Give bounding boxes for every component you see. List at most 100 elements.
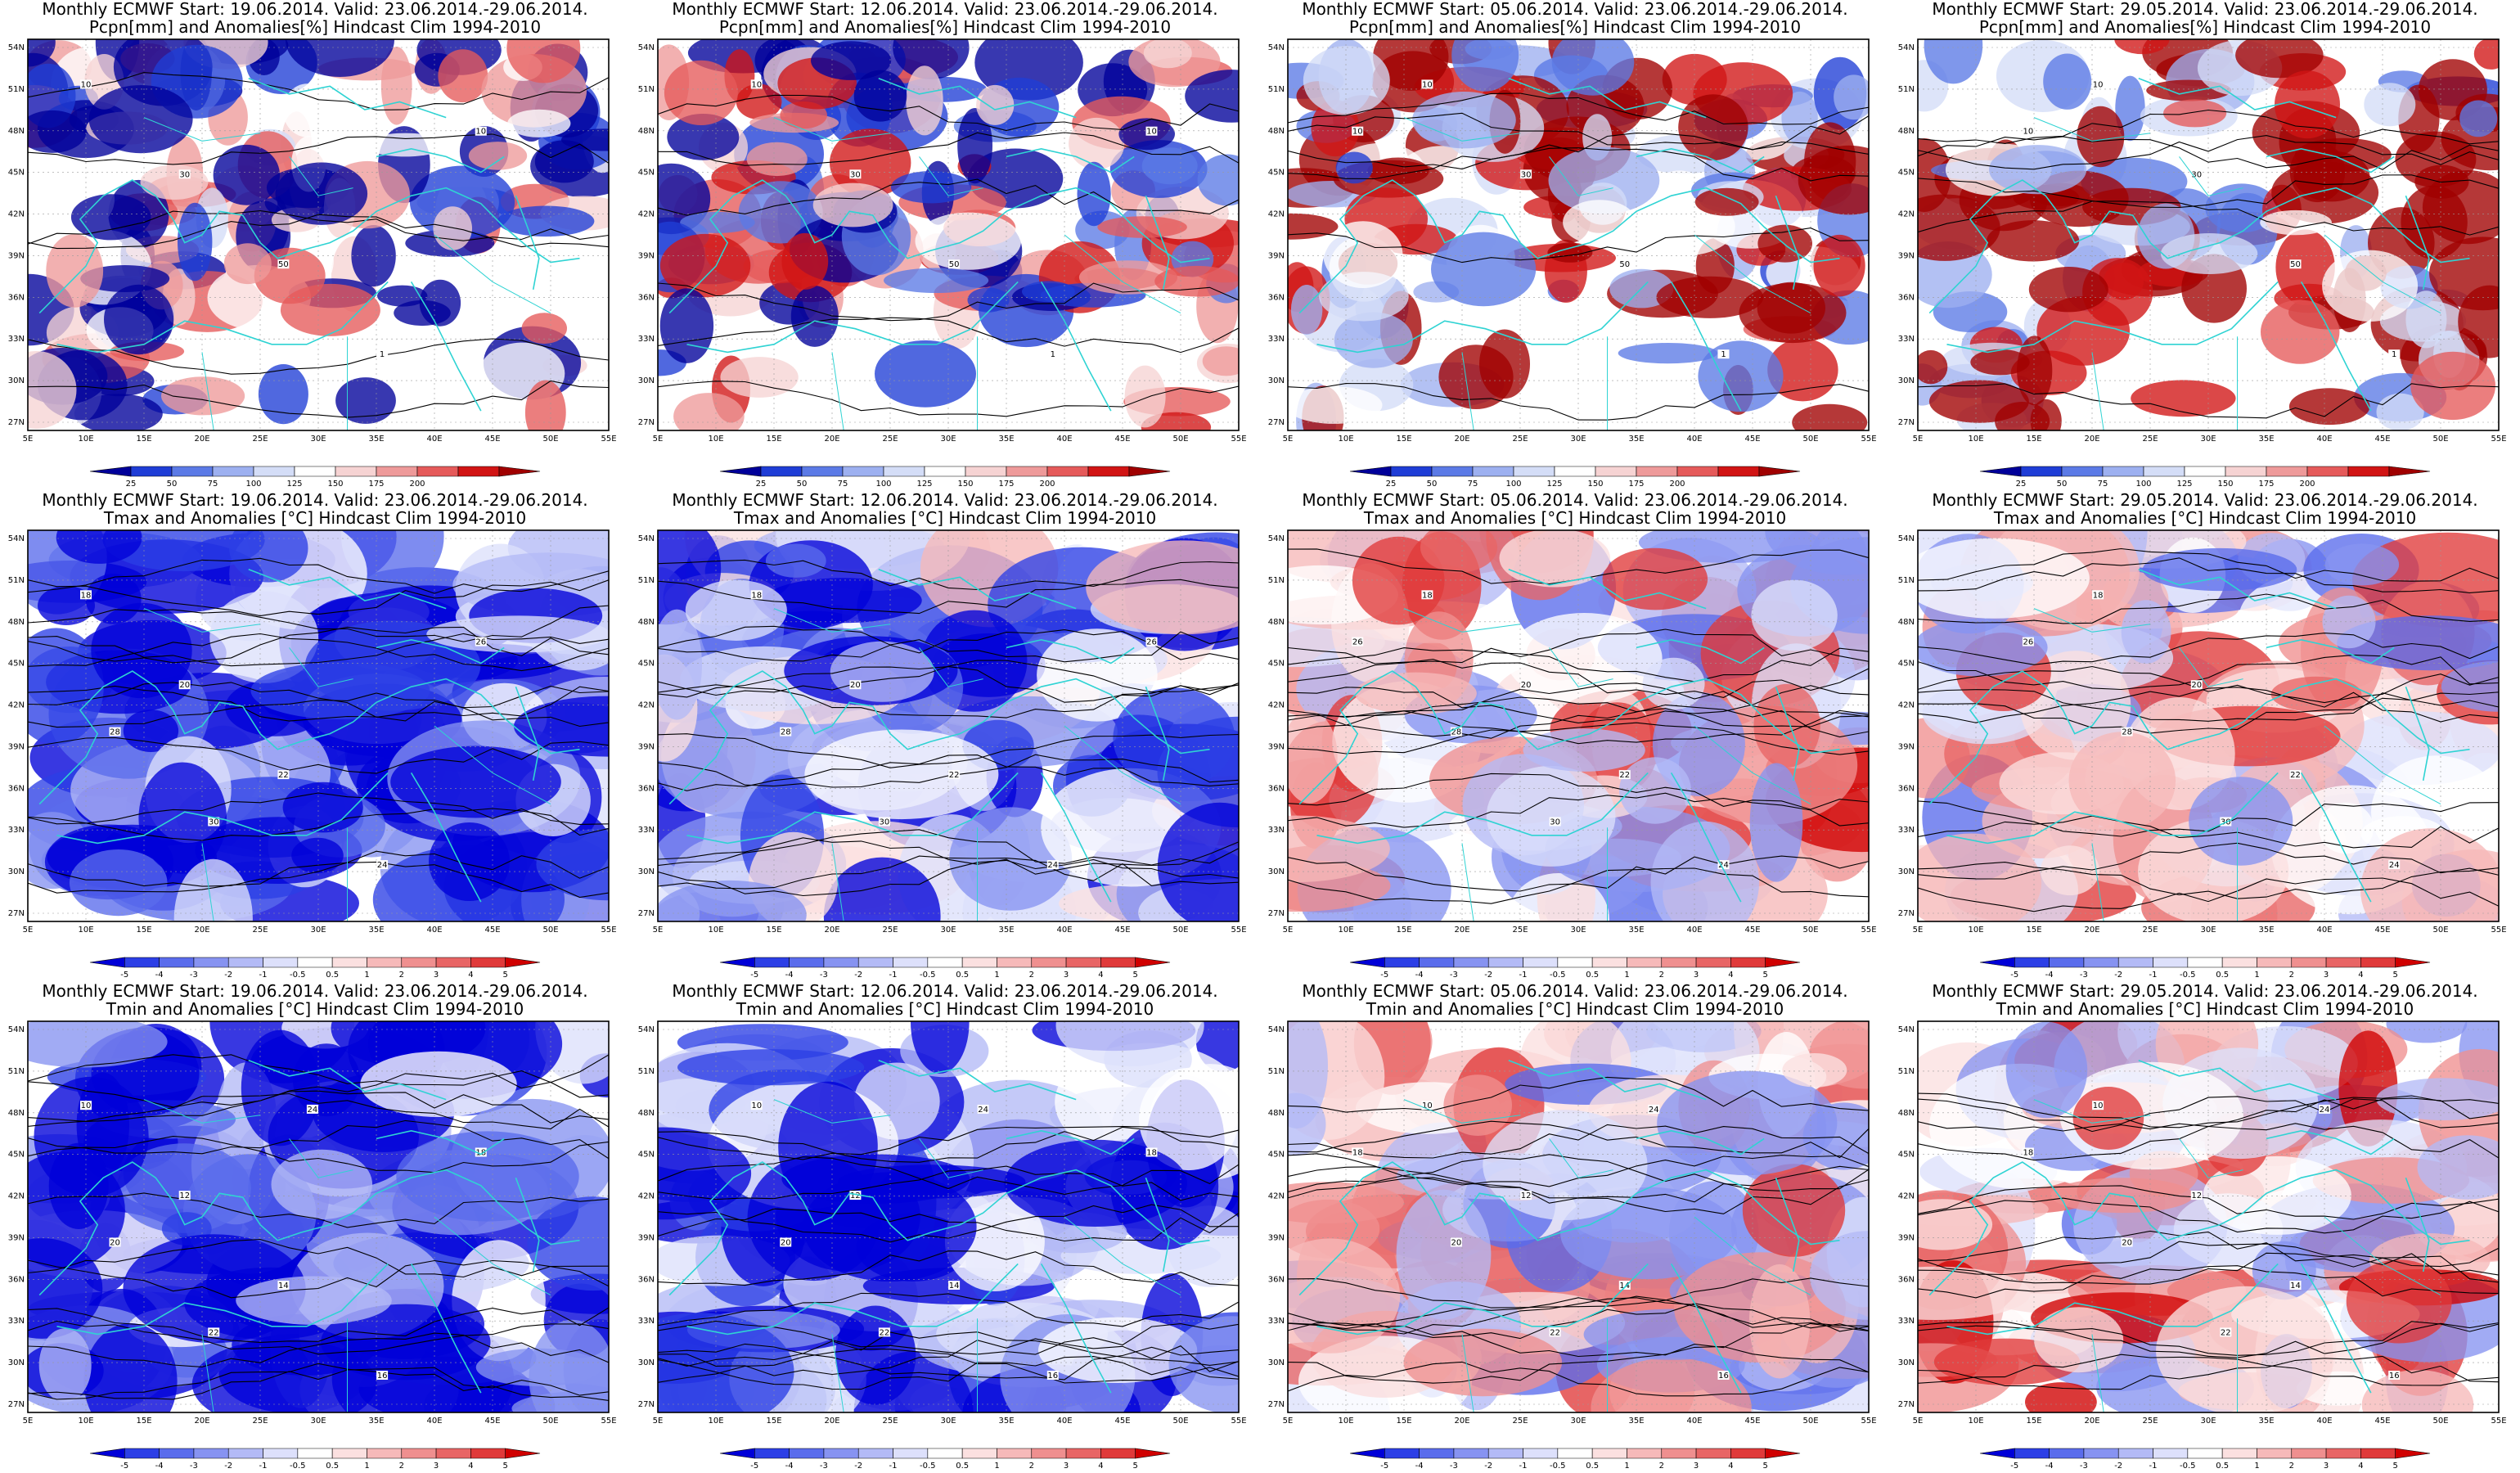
lat-tick-label: 27N	[638, 909, 655, 918]
map-frame	[657, 38, 1240, 431]
lat-tick-label: 30N	[1898, 376, 1915, 385]
contour-line	[658, 837, 1239, 875]
contour-label: 10	[81, 80, 92, 89]
coastline	[1006, 147, 1135, 173]
anomaly-cell	[1767, 338, 1838, 402]
anomaly-cell	[658, 609, 702, 720]
contour-label: 28	[2122, 728, 2132, 737]
anomaly-cell	[1396, 1189, 1492, 1320]
colorbar-swatch	[2266, 466, 2308, 477]
contour-label-box	[2289, 770, 2302, 780]
colorbar-swatch	[297, 1448, 333, 1459]
lon-tick-label: 10E	[78, 1417, 93, 1426]
contour-line	[1288, 1120, 1869, 1159]
contour-line	[1918, 800, 2499, 837]
contour-label-box	[1717, 1371, 1730, 1380]
anomaly-cell	[438, 49, 488, 103]
contour-line	[1288, 112, 1869, 151]
lat-tick-label: 36N	[8, 784, 25, 793]
colorbar-swatch	[435, 957, 471, 968]
contour-line	[658, 1156, 1239, 1195]
coastline	[2138, 78, 2337, 119]
contour-line	[658, 559, 1239, 591]
colorbar-swatch	[297, 957, 333, 968]
contour-label-box	[1648, 1104, 1660, 1114]
lat-tick-label: 36N	[638, 293, 655, 302]
contour-line	[28, 1238, 609, 1278]
lat-tick-label: 36N	[1268, 293, 1285, 302]
lon-tick-label: 35E	[998, 435, 1014, 444]
anomaly-cell	[258, 364, 308, 425]
contour-label: 20	[2122, 1239, 2132, 1248]
lat-tick-label: 42N	[1898, 1192, 1915, 1201]
panel-title-line2: Tmin and Anomalies [°C] Hindcast Clim 19…	[106, 999, 524, 1019]
country-border	[289, 1138, 353, 1178]
coastline	[668, 1161, 1210, 1296]
lat-tick-label: 27N	[8, 418, 25, 427]
colorbar-label: 50	[1427, 480, 1438, 489]
coastline	[376, 1129, 505, 1155]
contour-label-box	[2220, 817, 2232, 827]
panel-title-line1: Monthly ECMWF Start: 19.06.2014. Valid: …	[42, 490, 588, 510]
coastline	[56, 772, 389, 845]
contour-line	[1288, 1154, 1869, 1193]
colorbar-swatch	[1431, 466, 1474, 477]
colorbar-label: 125	[1546, 480, 1562, 489]
contour-label-box	[750, 79, 763, 89]
colorbar: 25 50 75 100 125 150 175 200	[719, 466, 1171, 489]
anomaly-cell	[209, 591, 319, 683]
map-frame	[657, 1020, 1240, 1413]
colorbar-label: 2	[2289, 971, 2294, 980]
colorbar-label: -5	[120, 1462, 128, 1471]
anomaly-cell	[28, 1151, 125, 1269]
lon-tick-label: 25E	[882, 435, 898, 444]
contour-label-box	[178, 169, 191, 179]
colorbar-label: -1	[2149, 1462, 2158, 1471]
anomaly-cell	[1157, 802, 1239, 921]
contour-label: 16	[1047, 1372, 1058, 1381]
lat-tick-label: 51N	[1268, 1067, 1285, 1076]
lat-tick-label: 42N	[1898, 701, 1915, 710]
colorbar-label: 4	[468, 971, 473, 980]
lon-tick-label: 40E	[2316, 435, 2332, 444]
lat-tick-label: 42N	[638, 1192, 655, 1201]
contour-label-box	[750, 1101, 763, 1110]
contour-label-box	[2092, 590, 2104, 600]
coastline	[1775, 686, 1800, 782]
contour-label: 18	[751, 591, 762, 600]
contour-line	[1918, 1197, 2499, 1234]
map-frame	[27, 529, 610, 922]
colorbar-swatch	[1595, 466, 1637, 477]
colorbar-label: 5	[1133, 971, 1138, 980]
colorbar-label: -4	[2045, 971, 2054, 980]
contour-line	[1288, 867, 1869, 904]
contour-label-box	[948, 1281, 961, 1290]
lat-tick-label: 45N	[638, 660, 655, 669]
colorbar-swatch	[2325, 957, 2361, 968]
map-panel-tmax-3: Monthly ECMWF Start: 29.05.2014. Valid: …	[1890, 491, 2520, 982]
anomaly-cell	[1918, 194, 2000, 261]
anomaly-cell	[1918, 538, 2090, 619]
contour-line	[658, 755, 1239, 791]
anomaly-cell	[823, 857, 941, 921]
lon-tick-label: 10E	[1338, 926, 1353, 935]
contour-label: 22	[1619, 771, 1630, 780]
lon-tick-label: 5E	[23, 435, 34, 444]
anomaly-cell	[1506, 613, 1663, 704]
lat-tick-label: 51N	[1898, 576, 1915, 585]
lat-tick-label: 36N	[638, 1275, 655, 1284]
lat-tick-label: 33N	[1268, 1317, 1285, 1326]
coastline	[515, 686, 540, 782]
anomaly-cell	[685, 579, 787, 641]
lon-tick-label: 25E	[882, 926, 898, 935]
anomaly-field: 18 20 22 24 26 28 30	[28, 530, 609, 921]
anomaly-cell	[468, 142, 528, 170]
contour-label-box	[2022, 1147, 2034, 1157]
contour-line	[1918, 877, 2499, 912]
lon-tick-label: 35E	[1628, 1417, 1644, 1426]
anomaly-cell	[514, 696, 609, 757]
anomaly-cell	[1618, 343, 1718, 364]
contour-label-box	[277, 259, 290, 269]
colorbar-label: -1	[2149, 971, 2158, 980]
anomaly-cell	[521, 313, 567, 345]
